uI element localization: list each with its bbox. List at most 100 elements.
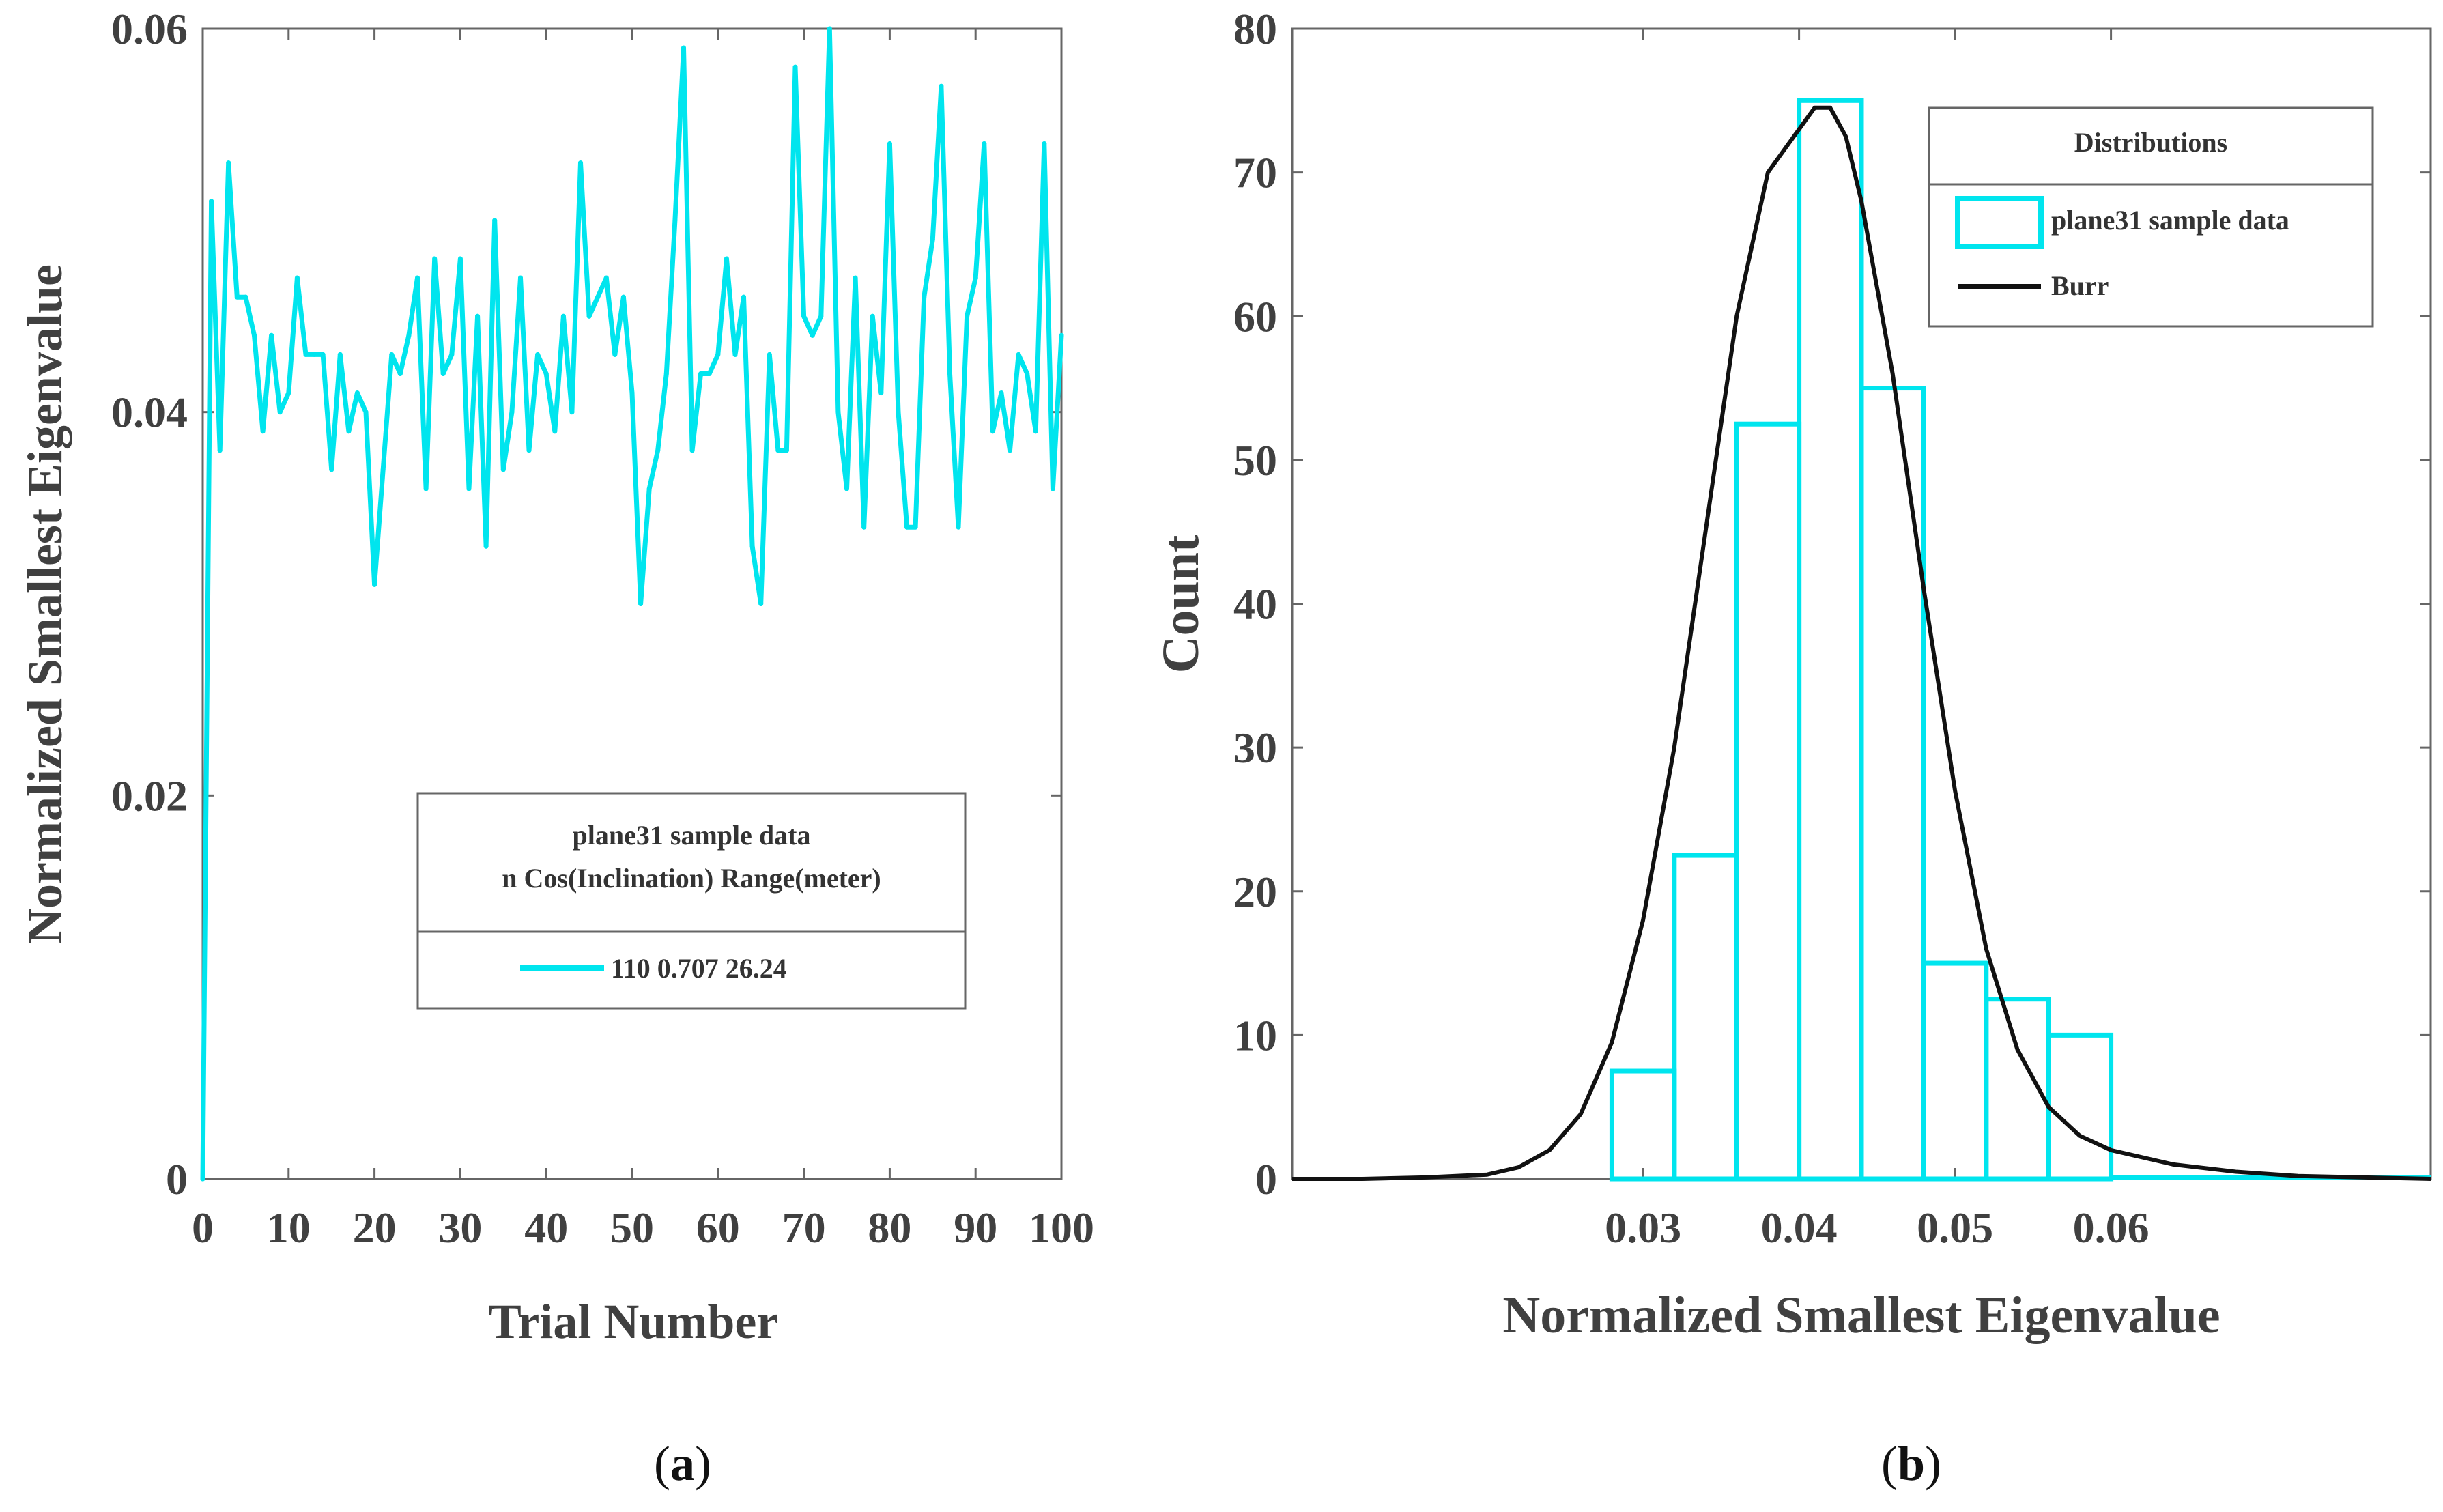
- series-point: [200, 1176, 205, 1182]
- y-tick-label: 10: [1233, 1011, 1277, 1059]
- series-point: [1050, 486, 1055, 491]
- series-point: [990, 429, 995, 434]
- x-tick-label: 60: [696, 1203, 740, 1252]
- panel-caption-b: (b): [1881, 1436, 1941, 1491]
- series-point: [346, 429, 352, 434]
- legend-box: [1928, 106, 2374, 328]
- legend-entry-burr: Burr: [2051, 270, 2109, 301]
- series-point: [638, 601, 644, 606]
- histogram-bar: [1672, 853, 1739, 1182]
- series-point: [612, 352, 618, 357]
- series-point: [397, 371, 403, 376]
- y-tick-label: 40: [1233, 580, 1277, 629]
- series-point: [904, 524, 910, 530]
- series-point: [1008, 448, 1013, 453]
- series-point: [620, 294, 626, 300]
- histogram-bar: [2046, 1032, 2114, 1182]
- histogram-bars: [1609, 98, 2114, 1182]
- series-point: [878, 390, 884, 396]
- x-tick-label: 90: [954, 1203, 997, 1252]
- series-point: [449, 352, 455, 357]
- series-point: [818, 313, 824, 319]
- histogram-bar: [1734, 421, 1802, 1182]
- series-point: [698, 371, 704, 376]
- series-point: [827, 26, 832, 31]
- series-point: [423, 486, 429, 491]
- series-point: [999, 390, 1004, 396]
- series-point: [406, 332, 412, 338]
- series-point: [784, 448, 789, 453]
- series-point: [603, 275, 609, 281]
- histogram-bar: [1797, 98, 1864, 1182]
- series-point: [1025, 371, 1030, 376]
- series-point: [930, 237, 935, 242]
- y-tick-label: 80: [1233, 5, 1277, 53]
- series-point: [337, 352, 343, 357]
- series-point: [226, 160, 231, 166]
- series-point: [767, 352, 772, 357]
- series-point: [595, 294, 601, 300]
- y-tick-labels: 0 0.02 0.04 0.06: [111, 5, 188, 1203]
- series-point: [543, 371, 549, 376]
- legend-b: Distributions plane31 sample data Burr: [1928, 106, 2374, 328]
- series-point: [526, 448, 532, 453]
- series-point: [483, 543, 489, 549]
- series-point: [209, 199, 214, 204]
- series-point: [552, 429, 558, 434]
- y-tick-label: 0.04: [111, 388, 188, 437]
- x-tick-label: 40: [524, 1203, 568, 1252]
- series-point: [810, 332, 815, 338]
- series-point: [372, 582, 377, 587]
- histogram-bar: [1609, 1068, 1677, 1182]
- series-point: [1016, 352, 1021, 357]
- series-point: [965, 313, 970, 319]
- y-tick-labels: 0 10 20 30 40 50 60 70 80: [1233, 5, 1277, 1203]
- legend-title-line2: n Cos(Inclination) Range(meter): [502, 863, 881, 894]
- series-point: [251, 332, 257, 338]
- series-point: [277, 410, 283, 415]
- series-point: [560, 313, 566, 319]
- panel-caption-a: (a): [654, 1436, 711, 1491]
- series-point: [715, 352, 721, 357]
- burr-fit-curve: [1292, 105, 2431, 1181]
- series-point: [312, 352, 317, 357]
- axis-ticks: [201, 27, 1063, 1180]
- series-point: [294, 275, 300, 281]
- series-point: [956, 524, 961, 530]
- series-point: [217, 448, 223, 453]
- series-point: [629, 390, 635, 396]
- series-point: [663, 371, 669, 376]
- x-tick-labels: 0.03 0.04 0.05 0.06: [1605, 1203, 2149, 1252]
- x-tick-label: 30: [438, 1203, 482, 1252]
- x-tick-label: 0.06: [2073, 1203, 2149, 1252]
- series-point: [303, 352, 309, 357]
- series-point: [672, 218, 678, 223]
- y-tick-label: 60: [1233, 292, 1277, 341]
- x-tick-labels: 0 10 20 30 40 50 60 70 80 90 100: [192, 1203, 1094, 1252]
- series-point: [775, 448, 781, 453]
- series-point: [681, 45, 686, 51]
- x-tick-label: 0.03: [1605, 1203, 1681, 1252]
- series-point: [870, 313, 875, 319]
- y-tick-label: 20: [1233, 868, 1277, 916]
- series-point: [861, 524, 867, 530]
- series-point: [234, 294, 240, 300]
- y-tick-label: 30: [1233, 724, 1277, 772]
- series-point: [578, 160, 584, 166]
- y-tick-label: 0: [166, 1155, 188, 1203]
- series-point: [492, 218, 498, 223]
- x-tick-label: 80: [868, 1203, 911, 1252]
- series-point: [947, 371, 952, 376]
- y-tick-label: 0.02: [111, 771, 188, 820]
- series-point: [724, 256, 729, 261]
- series-point: [475, 313, 481, 319]
- legend-title-line1: plane31 sample data: [573, 820, 811, 851]
- series-point: [758, 601, 764, 606]
- series-point: [982, 141, 987, 146]
- series-point: [749, 543, 755, 549]
- series-point: [363, 410, 369, 415]
- x-tick-label: 70: [782, 1203, 826, 1252]
- x-tick-label: 0.05: [1917, 1203, 1993, 1252]
- series-point: [457, 256, 463, 261]
